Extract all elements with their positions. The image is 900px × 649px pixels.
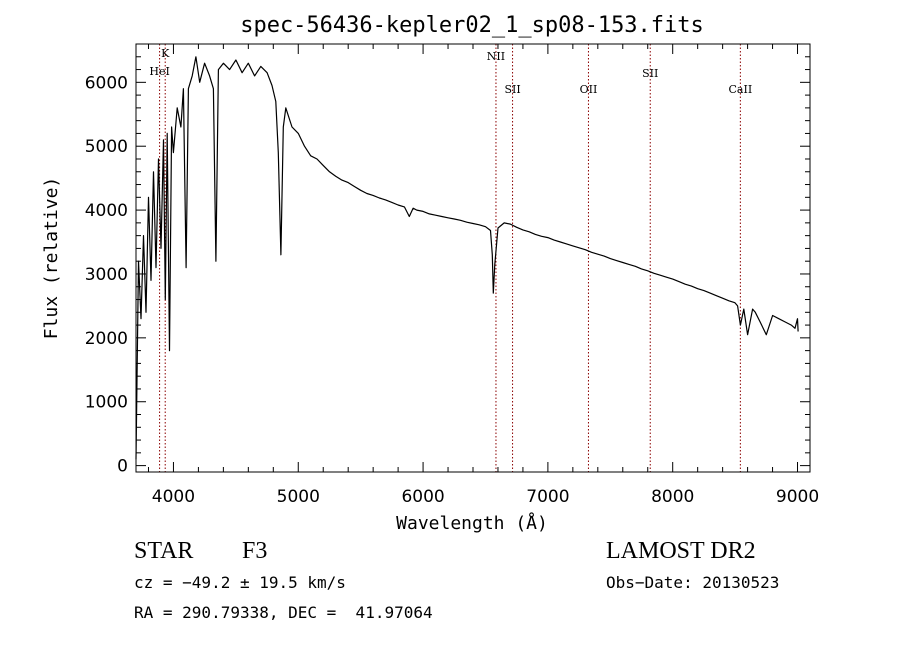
marker-label: OII	[580, 83, 598, 96]
y-tick-label: 5000	[85, 137, 128, 157]
x-axis-label: Wavelength (Å)	[396, 512, 548, 534]
marker-label: SII	[504, 83, 520, 96]
y-axis: 0 1000 2000 3000 4000 5000 6000	[85, 56, 810, 477]
marker-label: HeI	[149, 65, 169, 78]
spectrum-series-line	[135, 56, 799, 460]
x-axis: 4000 5000 6000 7000 8000 9000	[147, 44, 819, 507]
x-tick-label: 6000	[401, 487, 444, 507]
obs-date: Obs−Date: 20130523	[606, 573, 780, 592]
marker-label: CaII	[729, 83, 753, 96]
coordinates: RA = 290.79338, DEC = 41.97064	[134, 603, 433, 622]
y-tick-label: 1000	[85, 393, 128, 413]
x-tick-label: 4000	[152, 487, 195, 507]
y-tick-label: 3000	[85, 265, 128, 285]
marker-label: K	[161, 47, 170, 60]
emission-line-markers	[159, 44, 741, 472]
marker-label: NII	[487, 50, 505, 63]
object-class: STAR	[134, 538, 194, 564]
y-axis-label: Flux (relative)	[41, 177, 62, 340]
plot-frame	[135, 43, 811, 473]
y-tick-label: 4000	[85, 201, 128, 221]
x-tick-label: 8000	[651, 487, 694, 507]
survey-name: LAMOST DR2	[606, 538, 756, 564]
subclass: F3	[242, 538, 268, 564]
x-tick-label: 7000	[526, 487, 569, 507]
x-tick-label: 5000	[277, 487, 320, 507]
y-tick-label: 6000	[85, 73, 128, 93]
redshift-readout: cz = −49.2 ± 19.5 km/s	[134, 573, 346, 592]
y-tick-label: 0	[117, 457, 128, 477]
emission-line-labels: K HeI NII SII OII SII CaII	[149, 47, 752, 96]
y-tick-label: 2000	[85, 329, 128, 349]
chart-title: spec-56436-kepler02_1_sp08-153.fits	[240, 13, 704, 38]
marker-label: SII	[642, 67, 658, 80]
x-tick-label: 9000	[776, 487, 819, 507]
